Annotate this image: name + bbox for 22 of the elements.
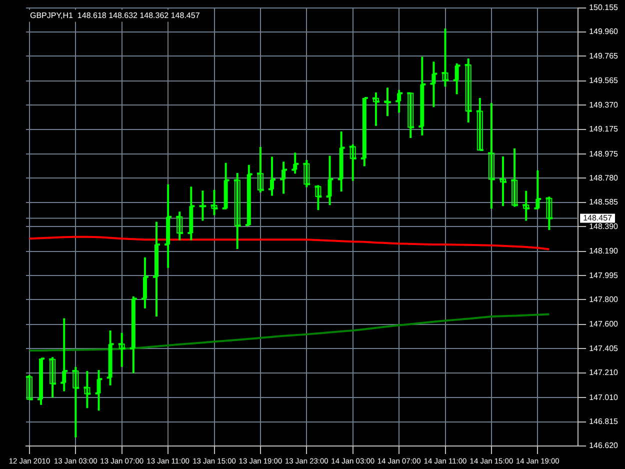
y-tick-label: 148.975 [589, 149, 619, 158]
ref-line-label: 148.457 [583, 213, 613, 222]
candlestick [26, 374, 32, 400]
y-tick-label: 147.010 [589, 392, 619, 402]
y-tick-label: 149.960 [589, 27, 619, 36]
y-tick-label: 146.620 [589, 441, 619, 450]
y-tick-label: 149.765 [589, 51, 619, 60]
y-tick-label: 149.175 [589, 124, 619, 134]
y-tick-label: 149.565 [589, 76, 619, 86]
y-tick-label: 146.815 [589, 417, 619, 426]
y-tick-label: 148.585 [589, 198, 619, 207]
y-tick-label: 150.155 [589, 3, 619, 12]
y-tick-label: 147.600 [589, 320, 619, 329]
y-tick-label: 147.800 [589, 294, 619, 304]
y-tick-label: 147.995 [589, 270, 619, 280]
y-tick-label: 147.210 [589, 368, 619, 378]
y-tick-label: 148.190 [589, 246, 619, 256]
y-tick-label: 148.390 [589, 222, 619, 231]
y-tick-label: 149.370 [589, 100, 619, 110]
chart-title: GBPJPY,H1 148.618 148.632 148.362 148.457 [30, 11, 200, 20]
y-tick-label: 147.405 [589, 344, 619, 353]
y-tick-label: 148.780 [589, 173, 619, 182]
